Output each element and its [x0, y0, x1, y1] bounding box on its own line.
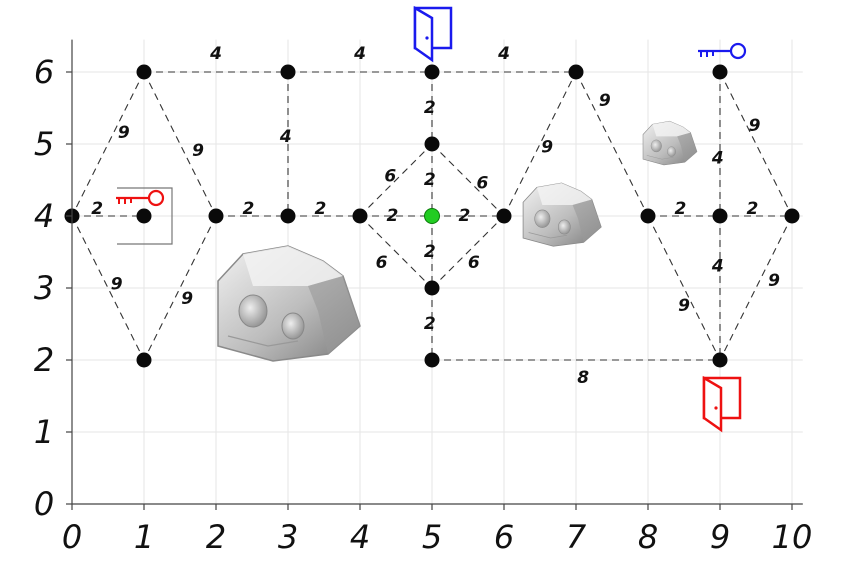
rock-obstacle-medium: [522, 182, 602, 247]
red-door-icon[interactable]: [702, 375, 742, 433]
graph-node[interactable]: [424, 64, 440, 80]
edge-weight-label: 9: [749, 116, 761, 136]
x-tick-label: 8: [638, 518, 658, 556]
edge-weight-label: 2: [386, 206, 398, 226]
x-tick-label: 0: [62, 518, 82, 556]
key-frame: [117, 187, 173, 245]
x-tick-label: 3: [278, 518, 298, 556]
edge-weight-label: 9: [541, 138, 553, 158]
graph-node[interactable]: [712, 208, 728, 224]
graph-node[interactable]: [568, 64, 584, 80]
y-tick-label: 2: [34, 341, 54, 379]
graph-node[interactable]: [784, 208, 800, 224]
graph-node[interactable]: [208, 208, 224, 224]
y-tick-label: 1: [34, 413, 54, 451]
graph-edge: [575, 71, 649, 217]
x-tick-label: 1: [134, 518, 154, 556]
edge-weight-label: 2: [314, 199, 326, 219]
graph-node[interactable]: [424, 136, 440, 152]
graph-node[interactable]: [136, 64, 152, 80]
graph-node[interactable]: [136, 208, 152, 224]
edge-weight-label: 9: [192, 141, 204, 161]
edge-weight-label: 2: [458, 206, 470, 226]
graph-edge: [719, 71, 793, 217]
edge-weight-label: 9: [181, 289, 193, 309]
edge-weight-label: 9: [599, 91, 611, 111]
graph-node[interactable]: [352, 208, 368, 224]
edge-weight-label: 2: [746, 199, 758, 219]
x-tick-label: 5: [422, 518, 442, 556]
graph-edge: [143, 215, 217, 361]
y-tick-label: 3: [34, 269, 54, 307]
graph-node[interactable]: [280, 208, 296, 224]
edge-weight-label: 4: [209, 44, 222, 64]
edge-weight-label: 2: [242, 199, 254, 219]
graph-node[interactable]: [424, 280, 440, 296]
edge-weight-label: 2: [674, 199, 686, 219]
edge-weight-label: 2: [91, 199, 103, 219]
x-tick-label: 2: [206, 518, 226, 556]
blue-key-icon[interactable]: [698, 42, 747, 60]
graph-node[interactable]: [496, 208, 512, 224]
edge-weight-label: 9: [678, 296, 690, 316]
edge-weight-label: 9: [118, 123, 130, 143]
graph-node[interactable]: [712, 64, 728, 80]
edge-weight-label: 6: [476, 174, 488, 194]
edge-weight-label: 6: [468, 253, 480, 273]
graph-edge: [71, 71, 145, 217]
edge-weight-label: 8: [577, 368, 589, 388]
edge-weight-label: 2: [424, 314, 436, 334]
rock-obstacle-large: [217, 245, 361, 362]
graph-node[interactable]: [136, 352, 152, 368]
player-node[interactable]: [424, 208, 440, 224]
graph-node[interactable]: [424, 352, 440, 368]
edge-weight-label: 2: [424, 242, 436, 262]
x-tick-label: 6: [494, 518, 514, 556]
graph-edge: [143, 71, 217, 217]
red-key-icon[interactable]: [116, 189, 165, 207]
graph-edge: [503, 71, 577, 217]
rock-obstacle-small: [642, 120, 698, 166]
edge-weight-label: 4: [711, 148, 724, 168]
edge-weight-label: 9: [768, 271, 780, 291]
x-tick-label: 10: [772, 518, 813, 556]
graph-node[interactable]: [640, 208, 656, 224]
y-tick-label: 4: [34, 197, 54, 235]
graph-edge: [359, 215, 433, 289]
edge-weight-label: 2: [424, 170, 436, 190]
blue-door-icon[interactable]: [413, 5, 453, 63]
y-tick-label: 0: [34, 485, 54, 523]
y-tick-label: 5: [34, 125, 54, 163]
x-tick-label: 7: [566, 518, 587, 556]
edge-weight-label: 4: [279, 127, 292, 147]
graph-edge: [431, 215, 505, 289]
graph-edge: [647, 215, 721, 361]
graph-node[interactable]: [712, 352, 728, 368]
edge-weight-label: 2: [424, 98, 436, 118]
edge-weight-label: 9: [111, 274, 123, 294]
x-tick-label: 4: [350, 518, 370, 556]
graph-edge: [719, 215, 793, 361]
graph-edge: [71, 215, 145, 361]
graph-edge: [431, 143, 505, 217]
edge-weight-label: 6: [376, 253, 388, 273]
edge-weight-label: 6: [384, 166, 396, 186]
x-tick-label: 9: [710, 518, 730, 556]
y-tick-label: 6: [34, 53, 54, 91]
edge-weight-label: 4: [497, 44, 510, 64]
edge-weight-label: 4: [711, 256, 724, 276]
edge-weight-label: 4: [353, 44, 366, 64]
graph-edge: [359, 143, 433, 217]
graph-node[interactable]: [280, 64, 296, 80]
